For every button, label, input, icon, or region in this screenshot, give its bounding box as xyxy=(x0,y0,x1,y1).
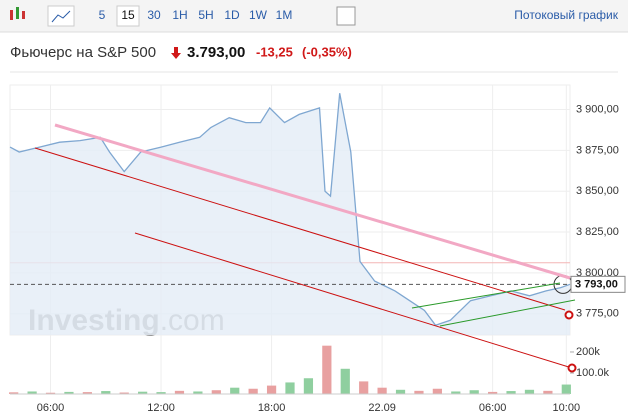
area-icon[interactable] xyxy=(47,5,75,27)
trend-lines xyxy=(34,123,577,373)
instrument-name: Фьючерс на S&P 500 xyxy=(10,44,156,61)
x-tick-label: 06:00 xyxy=(37,402,65,414)
volume-bar xyxy=(45,392,56,394)
stream-link[interactable]: Потоковый график xyxy=(514,8,618,22)
volume-bar xyxy=(322,345,332,394)
line xyxy=(9,93,571,326)
candle-icon[interactable] xyxy=(10,7,25,20)
volume-bar xyxy=(395,389,406,394)
y-tick-label: 3 900,00 xyxy=(576,103,619,115)
volume-bar xyxy=(524,389,535,394)
y-tick-label: 3 875,00 xyxy=(576,144,619,156)
volume-bar xyxy=(561,384,571,394)
area-icon-line xyxy=(51,10,71,23)
last-price-box xyxy=(570,275,626,293)
trend-line xyxy=(54,123,571,280)
trend-line xyxy=(439,299,576,327)
change-percent: (-0,35%) xyxy=(302,44,352,59)
trend-line xyxy=(134,232,573,369)
volume-bar xyxy=(359,381,369,394)
down-arrow xyxy=(171,47,181,59)
settings-icon[interactable] xyxy=(336,6,356,26)
interval-button[interactable]: 1M xyxy=(276,8,293,22)
interval-button[interactable]: 5 xyxy=(99,8,106,22)
volume-bar xyxy=(414,390,424,394)
volume-bar xyxy=(82,392,92,394)
price: 3.793,00 xyxy=(187,44,245,61)
volume-bar xyxy=(119,392,129,394)
x-tick-label: 22.09 xyxy=(368,402,396,414)
interval-button[interactable]: 1H xyxy=(172,8,187,22)
trend-line xyxy=(34,147,566,311)
y-tick-label: 3 800,00 xyxy=(576,267,619,279)
interval-button[interactable]: 1D xyxy=(224,8,240,22)
x-tick-label: 10:00 xyxy=(553,402,581,414)
line-handle[interactable] xyxy=(564,310,574,320)
volume-bar xyxy=(469,390,479,394)
volume-bar xyxy=(377,387,387,394)
interval-button[interactable]: 1W xyxy=(249,8,268,22)
interval-button[interactable]: 15 xyxy=(121,8,135,22)
volume-tick-label: 100.0k xyxy=(576,367,610,379)
x-tick-label: 12:00 xyxy=(147,402,175,414)
volume-bar xyxy=(303,378,314,394)
volume-bar xyxy=(101,391,111,394)
volume-bar xyxy=(340,368,350,394)
line-handle[interactable] xyxy=(567,363,577,373)
volume-bar xyxy=(138,391,148,394)
last-price-label: 3 793,00 xyxy=(575,278,618,290)
y-tick-label: 3 775,00 xyxy=(576,308,619,320)
volume-bar xyxy=(27,391,37,394)
x-tick-label: 06:00 xyxy=(479,402,507,414)
volume-bar xyxy=(432,388,442,394)
y-tick-label: 3 825,00 xyxy=(576,226,619,238)
volume-bar xyxy=(193,391,203,394)
y-tick-label: 3 850,00 xyxy=(576,185,619,197)
area xyxy=(10,93,570,335)
volume-bar xyxy=(156,392,166,394)
volume-bar xyxy=(64,391,74,394)
volume-bar xyxy=(285,382,295,394)
volume-tick-label: 200k xyxy=(576,346,600,358)
change: -13,25 xyxy=(256,44,293,59)
interval-button[interactable]: 5H xyxy=(198,8,213,22)
volume-bar xyxy=(543,390,553,394)
volume-bar xyxy=(9,392,19,394)
volume-bar xyxy=(506,391,516,394)
toolbar xyxy=(0,0,628,32)
volume-bar xyxy=(230,387,240,394)
interval-button[interactable]: 30 xyxy=(147,8,161,22)
trend-line xyxy=(411,282,561,309)
volume-bar xyxy=(451,391,461,394)
volume-bar xyxy=(174,390,185,394)
x-tick-label: 18:00 xyxy=(258,402,286,414)
interval-active xyxy=(116,5,140,27)
volume-bar xyxy=(266,385,277,394)
volume-bar xyxy=(211,390,221,394)
volume-bar xyxy=(248,388,258,394)
volume-bar xyxy=(488,391,498,394)
